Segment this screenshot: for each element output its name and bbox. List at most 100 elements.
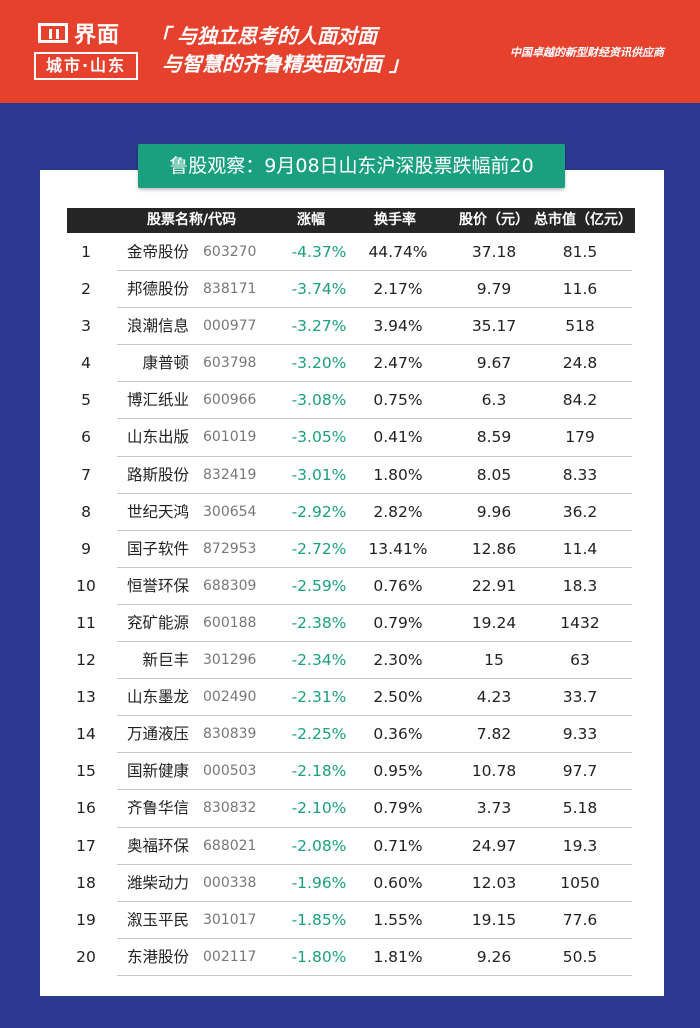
- market-cap: 77.6: [562, 910, 598, 929]
- market-cap: 18.3: [562, 576, 598, 595]
- stock-code: 832419: [203, 466, 257, 483]
- turnover-rate: 0.60%: [373, 873, 423, 892]
- stock-code: 830839: [203, 726, 257, 743]
- row-index: 5: [81, 391, 91, 410]
- row-index: 17: [76, 836, 96, 855]
- market-cap: 84.2: [562, 391, 598, 410]
- row-index: 2: [81, 280, 91, 299]
- row-index: 19: [76, 910, 96, 929]
- logo-name: 界面: [74, 23, 121, 48]
- stock-price: 24.97: [471, 836, 517, 855]
- stock-code: 688309: [203, 577, 257, 594]
- table-row: 9 国子软件 872953 -2.72% 13.41% 12.86 11.4: [67, 531, 635, 568]
- row-index: 3: [81, 317, 91, 336]
- row-index: 12: [76, 651, 96, 670]
- row-index: 13: [76, 688, 96, 707]
- stock-code: 603798: [203, 355, 257, 372]
- stock-code: 600966: [203, 392, 257, 409]
- row-index: 18: [76, 873, 96, 892]
- stock-code: 601019: [203, 429, 257, 446]
- stock-price: 19.24: [471, 613, 517, 632]
- stock-price: 12.86: [471, 539, 517, 558]
- row-index: 20: [76, 947, 96, 966]
- stock-price: 3.73: [476, 799, 512, 818]
- change-percent: -2.31%: [291, 688, 347, 707]
- table-row: 19 溆玉平民 301017 -1.85% 1.55% 19.15 77.6: [67, 902, 635, 939]
- stock-name: 浪潮信息: [126, 317, 189, 336]
- stock-name: 康普顿: [142, 354, 189, 373]
- change-percent: -2.59%: [291, 576, 347, 595]
- row-index: 1: [81, 243, 91, 261]
- turnover-rate: 0.75%: [373, 391, 423, 410]
- turnover-rate: 1.55%: [373, 910, 423, 929]
- stock-price: 22.91: [471, 576, 517, 595]
- slogan-line-2: 与智慧的齐鲁精英面对面 」: [162, 52, 409, 76]
- change-percent: -2.92%: [291, 502, 347, 521]
- row-index: 9: [81, 539, 91, 558]
- turnover-rate: 0.79%: [373, 799, 423, 818]
- stock-name: 东港股份: [126, 947, 189, 966]
- market-cap: 5.18: [562, 799, 598, 818]
- stock-name: 邦德股份: [126, 280, 189, 299]
- market-cap: 1050: [560, 873, 600, 892]
- stock-price: 4.23: [476, 688, 512, 707]
- table-row: 3 浪潮信息 000977 -3.27% 3.94% 35.17 518: [67, 308, 635, 346]
- market-cap: 33.7: [562, 688, 598, 707]
- change-percent: -2.25%: [291, 725, 347, 744]
- stock-code: 301017: [203, 911, 257, 928]
- market-cap: 11.6: [562, 280, 598, 299]
- turnover-rate: 44.74%: [368, 243, 428, 261]
- change-percent: -2.34%: [291, 651, 347, 670]
- stock-name: 国子软件: [126, 539, 189, 558]
- table-row: 16 齐鲁华信 830832 -2.10% 0.79% 3.73 5.18: [67, 790, 635, 828]
- turnover-rate: 2.47%: [373, 354, 423, 373]
- turnover-rate: 2.30%: [373, 651, 423, 670]
- turnover-rate: 2.17%: [373, 280, 423, 299]
- market-cap: 50.5: [562, 947, 598, 966]
- stock-name: 万通液压: [126, 725, 189, 744]
- change-percent: -3.74%: [291, 280, 347, 299]
- table-row: 12 新巨丰 301296 -2.34% 2.30% 15 63: [67, 642, 635, 680]
- stock-code: 600188: [203, 614, 257, 631]
- stock-name: 新巨丰: [142, 651, 189, 670]
- stock-name: 山东出版: [126, 428, 189, 447]
- change-percent: -1.96%: [291, 873, 347, 892]
- stock-price: 6.3: [481, 391, 507, 410]
- table-row: 11 兖矿能源 600188 -2.38% 0.79% 19.24 1432: [67, 605, 635, 643]
- stock-code: 000338: [203, 874, 257, 891]
- row-index: 10: [76, 576, 96, 595]
- tagline: 中国卓越的新型财经资讯供应商: [510, 46, 664, 59]
- table-header: 股票名称/代码 涨幅 换手率 股价（元） 总市值（亿元）: [67, 208, 635, 233]
- page-title: 鲁股观察：9月08日山东沪深股票跌幅前20: [138, 144, 565, 188]
- change-percent: -2.38%: [291, 613, 347, 632]
- table-row: 4 康普顿 603798 -3.20% 2.47% 9.67 24.8: [67, 345, 635, 383]
- market-cap: 8.33: [562, 465, 598, 484]
- change-percent: -1.80%: [291, 947, 347, 966]
- stock-price: 12.03: [471, 873, 517, 892]
- market-cap: 97.7: [562, 762, 598, 781]
- turnover-rate: 0.79%: [373, 613, 423, 632]
- stock-name: 恒誉环保: [126, 576, 189, 595]
- row-index: 7: [81, 465, 91, 484]
- turnover-rate: 2.82%: [373, 502, 423, 521]
- slogan: 「 与独立思考的人面对面 与智慧的齐鲁精英面对面 」: [150, 22, 409, 78]
- market-cap: 19.3: [562, 836, 598, 855]
- stock-name: 潍柴动力: [126, 873, 189, 892]
- stock-table-body: 1 金帝股份 603270 -4.37% 44.74% 37.18 81.5 2 邦德股份 838…: [67, 234, 635, 976]
- row-index: 16: [76, 799, 96, 818]
- table-row: 10 恒誉环保 688309 -2.59% 0.76% 22.91 18.3: [67, 568, 635, 606]
- stock-price: 8.05: [476, 465, 512, 484]
- jiemian-logo: 界面 城市·山东: [34, 16, 138, 84]
- turnover-rate: 0.95%: [373, 762, 423, 781]
- table-row: 1 金帝股份 603270 -4.37% 44.74% 37.18 81.5: [67, 234, 635, 272]
- stock-name: 山东墨龙: [126, 688, 189, 707]
- stock-name: 世纪天鸿: [126, 502, 189, 521]
- stock-code: 603270: [203, 244, 257, 260]
- change-percent: -1.85%: [291, 910, 347, 929]
- market-cap: 518: [565, 317, 595, 336]
- stock-code: 838171: [203, 281, 257, 298]
- row-index: 14: [76, 725, 96, 744]
- stock-name: 兖矿能源: [126, 613, 189, 632]
- table-row: 15 国新健康 000503 -2.18% 0.95% 10.78 97.7: [67, 753, 635, 791]
- table-row: 6 山东出版 601019 -3.05% 0.41% 8.59 179: [67, 419, 635, 457]
